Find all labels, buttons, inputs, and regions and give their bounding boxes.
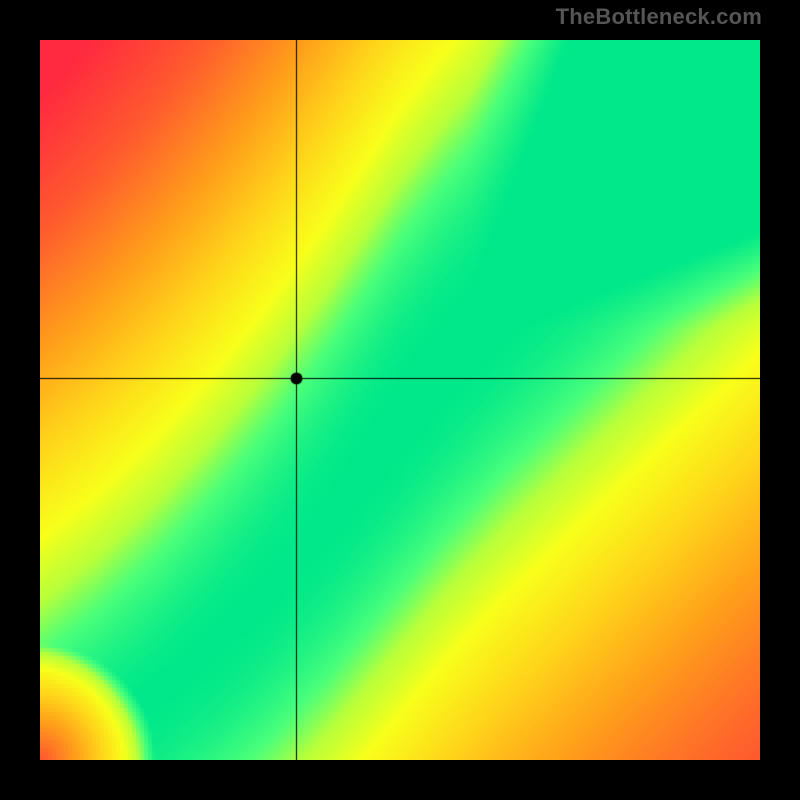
watermark-label: TheBottleneck.com — [556, 4, 762, 30]
heatmap-plot — [40, 40, 760, 760]
heatmap-canvas — [40, 40, 760, 760]
chart-frame: TheBottleneck.com — [0, 0, 800, 800]
